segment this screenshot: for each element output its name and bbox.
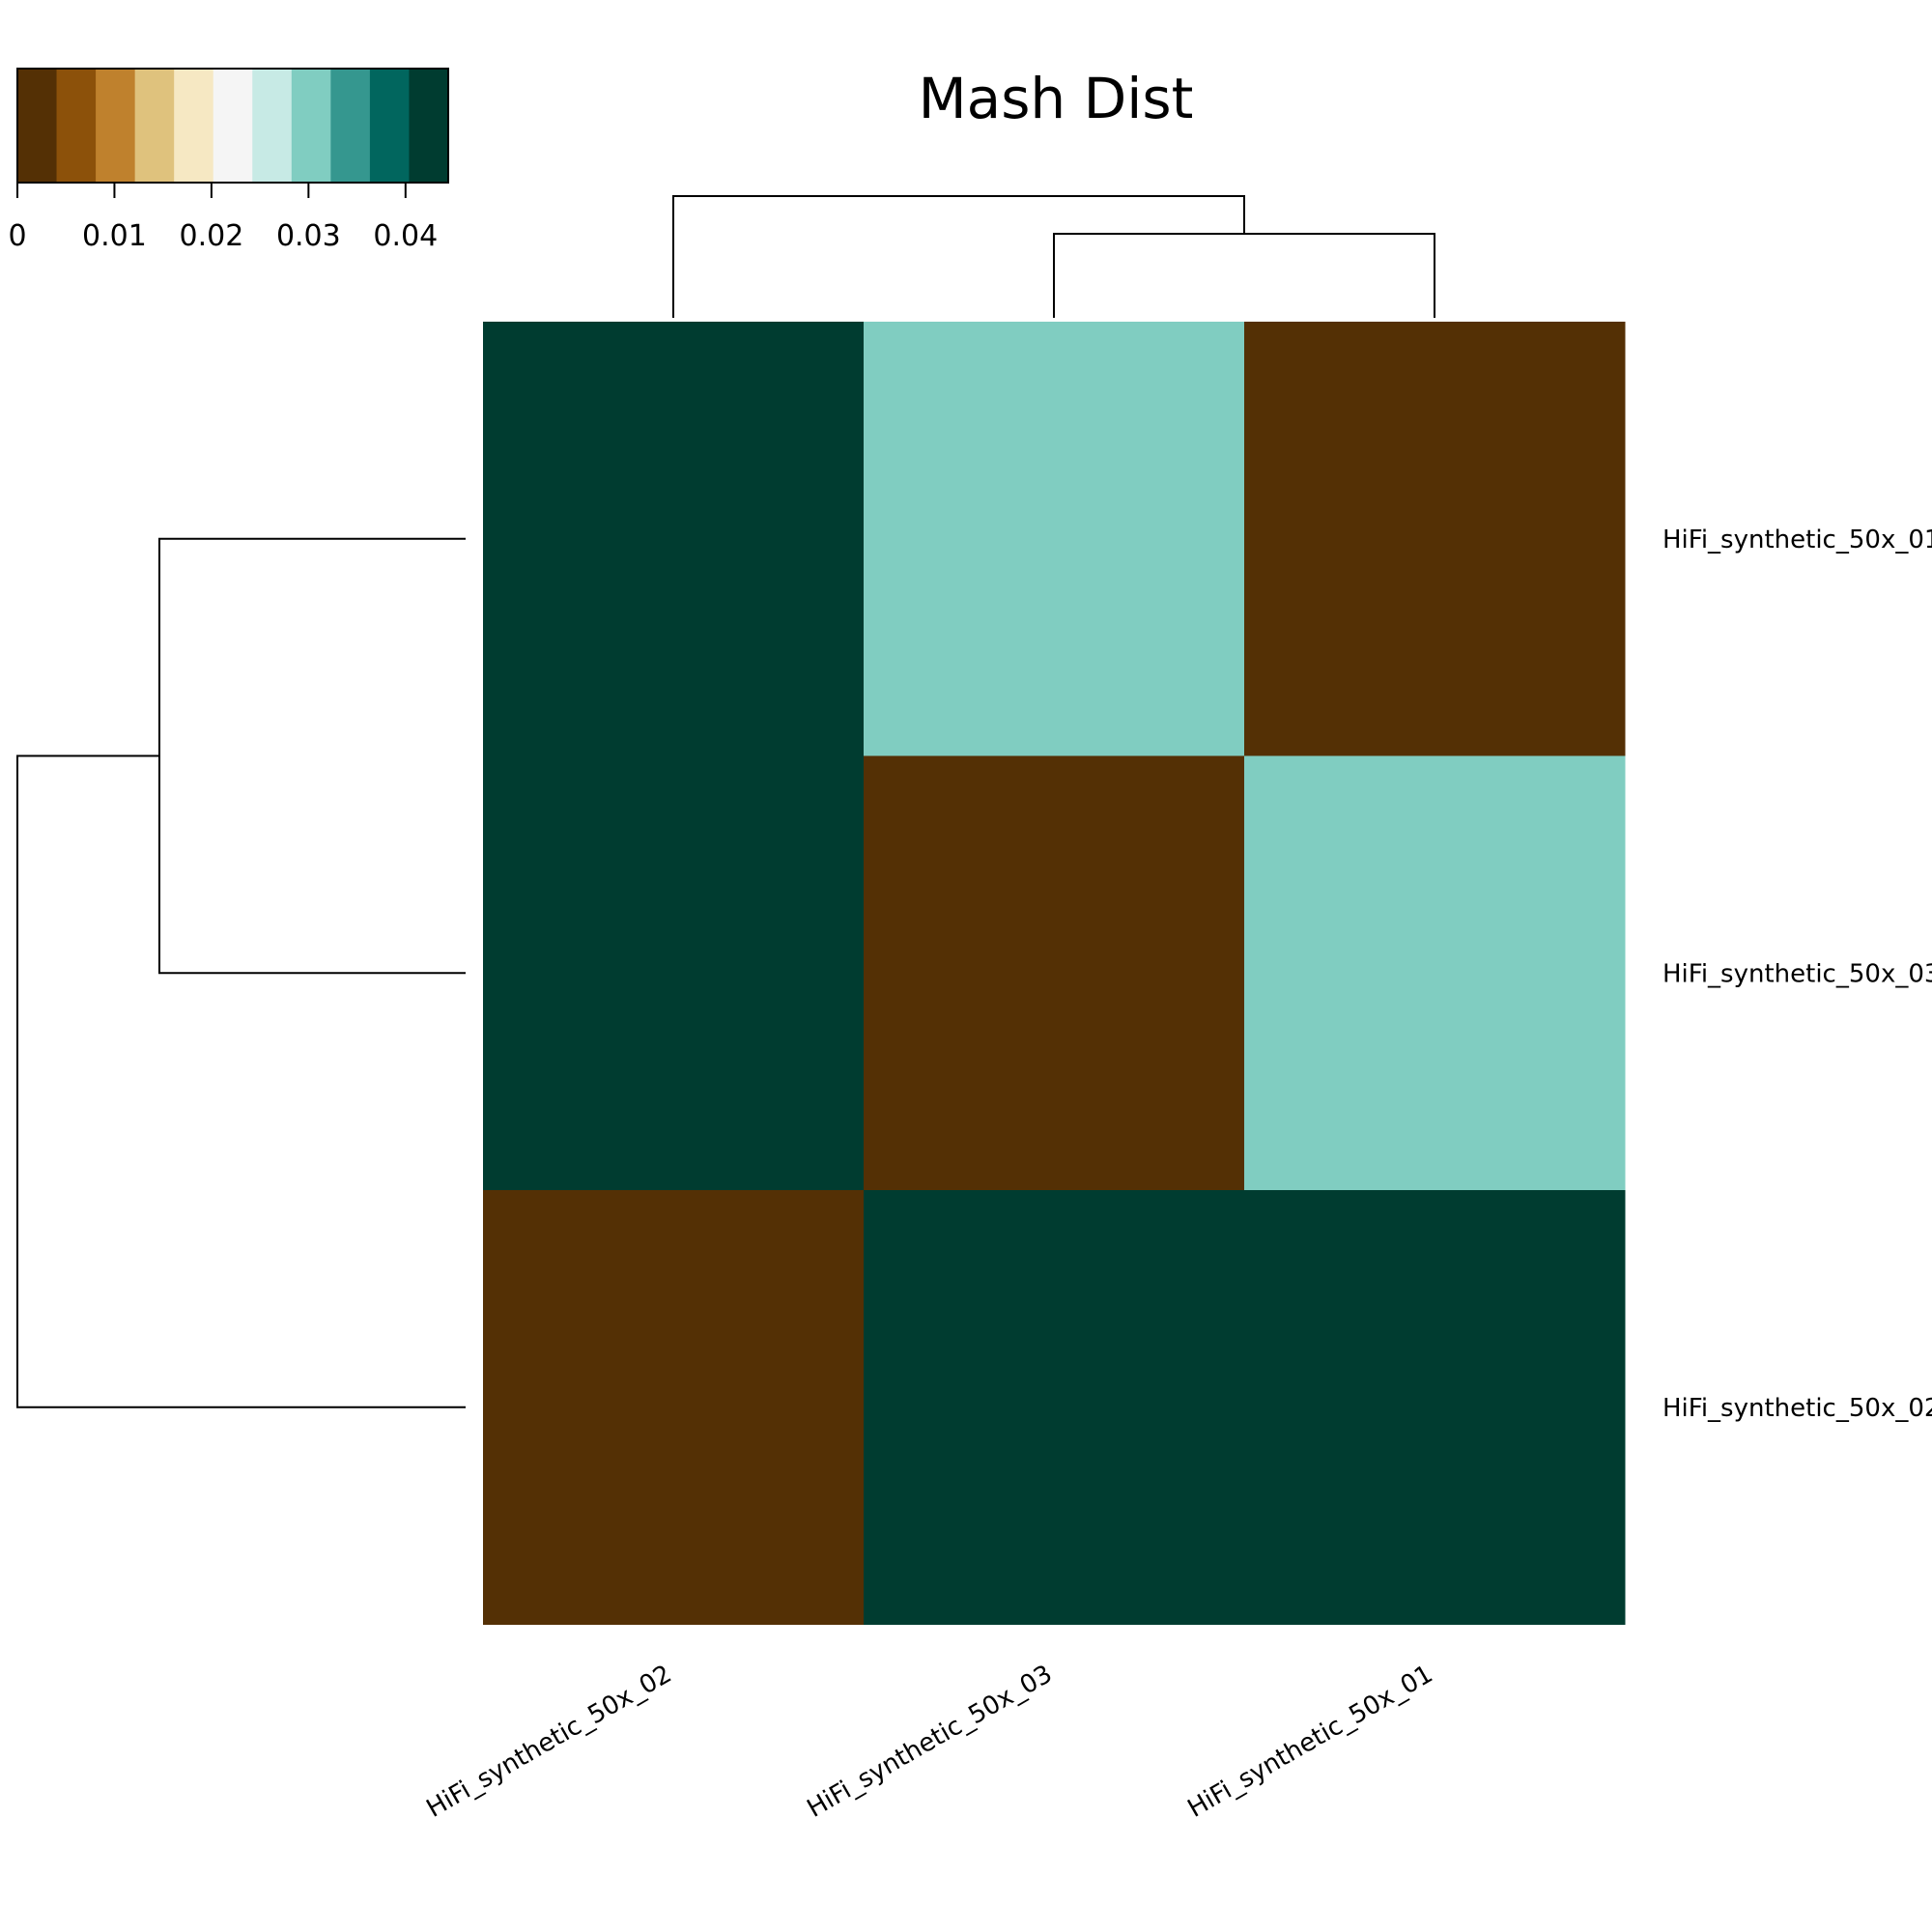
row-label: HiFi_synthetic_50x_01 [1662,526,1932,554]
colorbar-swatch [96,69,136,183]
column-labels: HiFi_synthetic_50x_02 HiFi_synthetic_50x_… [422,1660,1438,1824]
colorbar-tick-label: 0.01 [82,219,147,253]
colorbar-frame [16,68,449,184]
chart-title: Mash Dist [919,66,1194,131]
colorbar-tick-label: 0.04 [373,219,438,253]
colorbar-tick-label: 0.02 [180,219,244,253]
heatmap-cell [483,322,865,756]
row-labels: HiFi_synthetic_50x_01 HiFi_synthetic_50x_… [1662,526,1932,1423]
heatmap-cell [1244,322,1626,756]
colorbar-swatch [56,69,97,183]
colorbar-swatch [134,69,175,183]
colorbar-swatch [213,69,253,183]
heatmap-cell [864,1190,1245,1625]
heatmap-cell [483,755,865,1191]
row-dendrogram [16,537,466,1408]
colorbar-legend: 0 0.01 0.02 0.03 0.04 [8,68,449,253]
column-label: HiFi_synthetic_50x_03 [803,1660,1058,1824]
colorbar-swatch [369,69,411,183]
heatmap-cell [864,755,1245,1191]
row-label: HiFi_synthetic_50x_03 [1662,959,1932,988]
colorbar-swatch [291,69,331,183]
heatmap-cell [1244,755,1626,1191]
colorbar-swatch [252,69,293,183]
heatmap-cell [864,322,1245,756]
colorbar-tick-label: 0.03 [276,219,341,253]
colorbar-swatch [17,69,58,183]
row-label: HiFi_synthetic_50x_02 [1662,1394,1932,1423]
heatmap-cell [1244,1190,1626,1625]
column-label: HiFi_synthetic_50x_01 [1183,1660,1438,1824]
row-dendrogram-branches [16,537,466,1408]
colorbar-swatch [409,69,449,183]
column-dendrogram-branches [672,195,1435,318]
colorbar-tick-label: 0 [8,219,26,253]
colorbar-swatch [174,69,214,183]
heatmap-cells [483,322,1626,1625]
column-label: HiFi_synthetic_50x_02 [422,1660,677,1824]
heatmap-cell [483,1190,865,1625]
column-dendrogram [672,195,1435,318]
colorbar-swatch [330,69,371,183]
